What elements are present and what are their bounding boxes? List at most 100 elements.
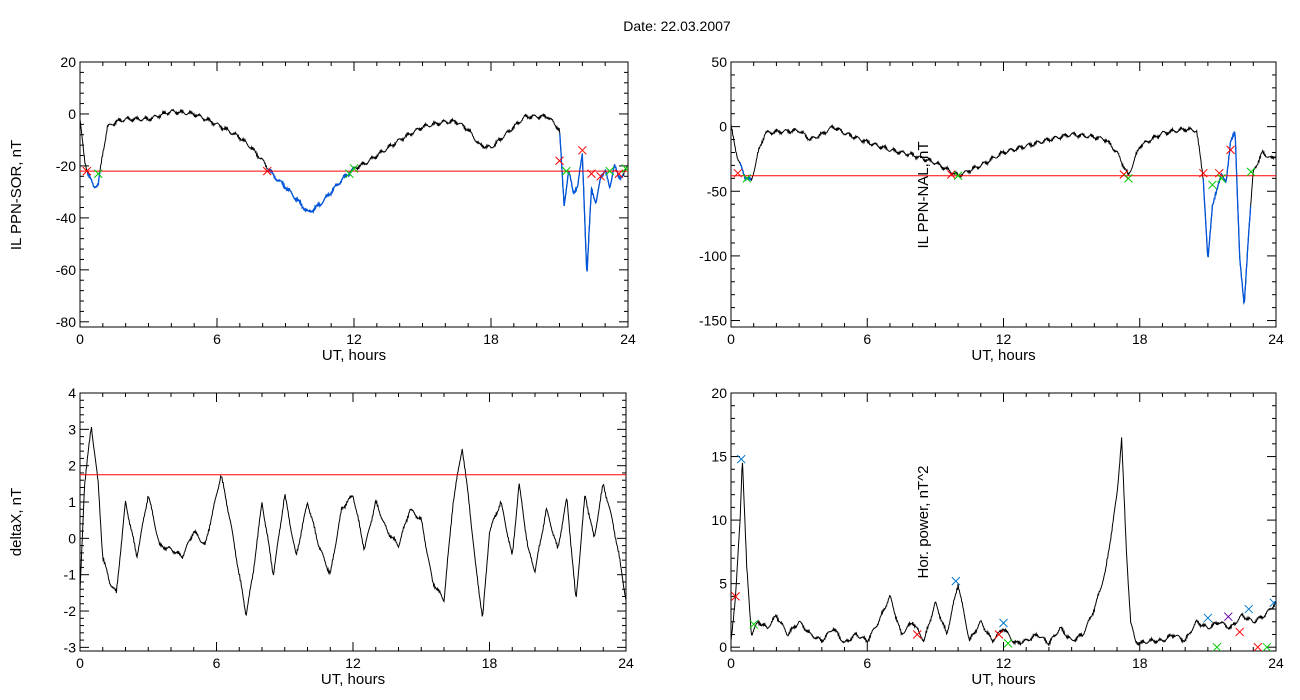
- x-tick-label: 24: [618, 655, 634, 671]
- y-tick-label: -2: [64, 603, 77, 619]
- marker-red: [577, 145, 587, 155]
- marker-green: [1208, 180, 1217, 190]
- marker-red: [1214, 168, 1224, 178]
- marker-red: [912, 630, 922, 639]
- marker-red: [946, 170, 956, 179]
- x-tick-label: 24: [1268, 655, 1284, 671]
- y-tick-label: 20: [711, 385, 727, 401]
- y-tick-label: -80: [56, 314, 76, 330]
- marker-red: [596, 171, 605, 181]
- marker-green: [749, 619, 759, 629]
- y-tick-label: -100: [699, 248, 727, 264]
- y-tick-label: 20: [60, 54, 76, 70]
- y-tick-label: 15: [711, 449, 727, 465]
- marker-blue: [1244, 604, 1254, 614]
- highlight-segment: [267, 166, 355, 214]
- marker-red: [587, 169, 596, 179]
- marker-red: [1253, 642, 1263, 651]
- x-tick-label: 12: [996, 331, 1012, 347]
- y-axis-title: IL PPN-SOR, nT: [8, 140, 25, 250]
- y-tick-label: -60: [56, 262, 76, 278]
- x-tick-label: 12: [346, 331, 362, 347]
- marker-red: [614, 169, 624, 179]
- x-tick-label: 0: [76, 655, 84, 671]
- plot-area: [731, 123, 1276, 306]
- y-tick-label: -3: [64, 639, 77, 655]
- x-tick-label: 24: [1268, 331, 1284, 347]
- marker-red: [994, 630, 1004, 639]
- y-tick-label: 0: [68, 530, 76, 546]
- x-tick-label: 0: [727, 655, 735, 671]
- marker-green: [605, 166, 615, 176]
- plot-area: [80, 426, 626, 617]
- y-tick-label: -1: [64, 567, 77, 583]
- marker-green: [1124, 173, 1133, 183]
- x-axis-title: UT, hours: [322, 347, 386, 364]
- marker-red: [1235, 627, 1245, 637]
- x-tick-label: 12: [996, 655, 1012, 671]
- x-axis-title: UT, hours: [971, 671, 1035, 688]
- marker-green: [953, 171, 963, 181]
- plot-area: [80, 108, 628, 272]
- x-tick-label: 6: [863, 331, 871, 347]
- panel-ppn-nal: 0 6 12 18 24 50 0 -50 -100 -150 UT, hours IL PPN-NA…: [699, 54, 1284, 364]
- y-tick-label: 5: [719, 576, 727, 592]
- series-line: [731, 123, 1276, 305]
- page-title: Date: 22.03.2007: [623, 18, 731, 34]
- x-tick-label: 18: [1132, 331, 1148, 347]
- plot-frame: [79, 61, 629, 328]
- plot-frame: [730, 61, 1277, 328]
- series-line: [80, 426, 626, 617]
- marker-purple: [1223, 612, 1233, 622]
- y-tick-label: 2: [68, 458, 76, 474]
- marker-green: [1262, 642, 1272, 651]
- x-tick-label: 6: [863, 655, 871, 671]
- x-axis-title: UT, hours: [321, 671, 385, 688]
- x-tick-label: 24: [620, 331, 636, 347]
- plot-area: [731, 437, 1276, 651]
- x-tick-label: 12: [345, 655, 361, 671]
- marker-green: [93, 169, 103, 179]
- marker-green: [1003, 639, 1013, 648]
- panel-hor-power: 0 6 12 18 24 20 15 10 5 0 UT, hours Hor. power, nT^…: [711, 385, 1284, 688]
- x-tick-label: 6: [213, 655, 221, 671]
- x-tick-label: 18: [1132, 655, 1148, 671]
- x-tick-label: 6: [213, 331, 221, 347]
- y-tick-label: -50: [707, 183, 727, 199]
- y-tick-label: 1: [68, 494, 76, 510]
- marker-red: [1198, 168, 1208, 178]
- y-tick-label: 4: [68, 385, 76, 401]
- marker-green: [1217, 173, 1226, 183]
- panel-deltax: 0 6 12 18 24 4 3 2 1 0 -1 -2 -3 UT, hours deltaX, nT: [8, 385, 634, 688]
- x-tick-label: 0: [76, 331, 84, 347]
- marker-blue: [736, 454, 746, 464]
- marker-blue: [951, 576, 961, 586]
- highlight-segment: [559, 133, 624, 272]
- series-line: [731, 437, 1276, 647]
- x-axis-title: UT, hours: [971, 347, 1035, 364]
- marker-red: [262, 166, 272, 176]
- marker-red: [731, 591, 740, 601]
- y-axis-title: IL PPN-NAL, nT: [915, 142, 932, 249]
- y-tick-label: 0: [68, 106, 76, 122]
- y-axis-title: Hor. power, nT^2: [915, 466, 932, 579]
- highlight-segment: [86, 170, 101, 189]
- marker-blue: [999, 618, 1008, 628]
- marker-red: [555, 156, 564, 166]
- marker-blue: [1269, 598, 1276, 608]
- marker-red: [1226, 145, 1235, 155]
- highlight-segment: [1202, 131, 1252, 306]
- x-tick-label: 18: [483, 331, 499, 347]
- x-tick-label: 18: [482, 655, 498, 671]
- marker-green: [1246, 167, 1256, 177]
- marker-green: [1212, 642, 1222, 651]
- marker-red: [733, 168, 743, 178]
- y-axis-title: deltaX, nT: [8, 488, 25, 556]
- y-tick-label: 0: [719, 639, 727, 655]
- marker-green: [742, 173, 752, 183]
- panel-ppn-sor: 0 6 12 18 24 20 0 -20 -40 -60 -80 UT, hours IL PPN-S…: [8, 54, 636, 364]
- y-tick-label: -40: [56, 210, 76, 226]
- marker-red: [82, 166, 92, 176]
- y-tick-label: 3: [68, 421, 76, 437]
